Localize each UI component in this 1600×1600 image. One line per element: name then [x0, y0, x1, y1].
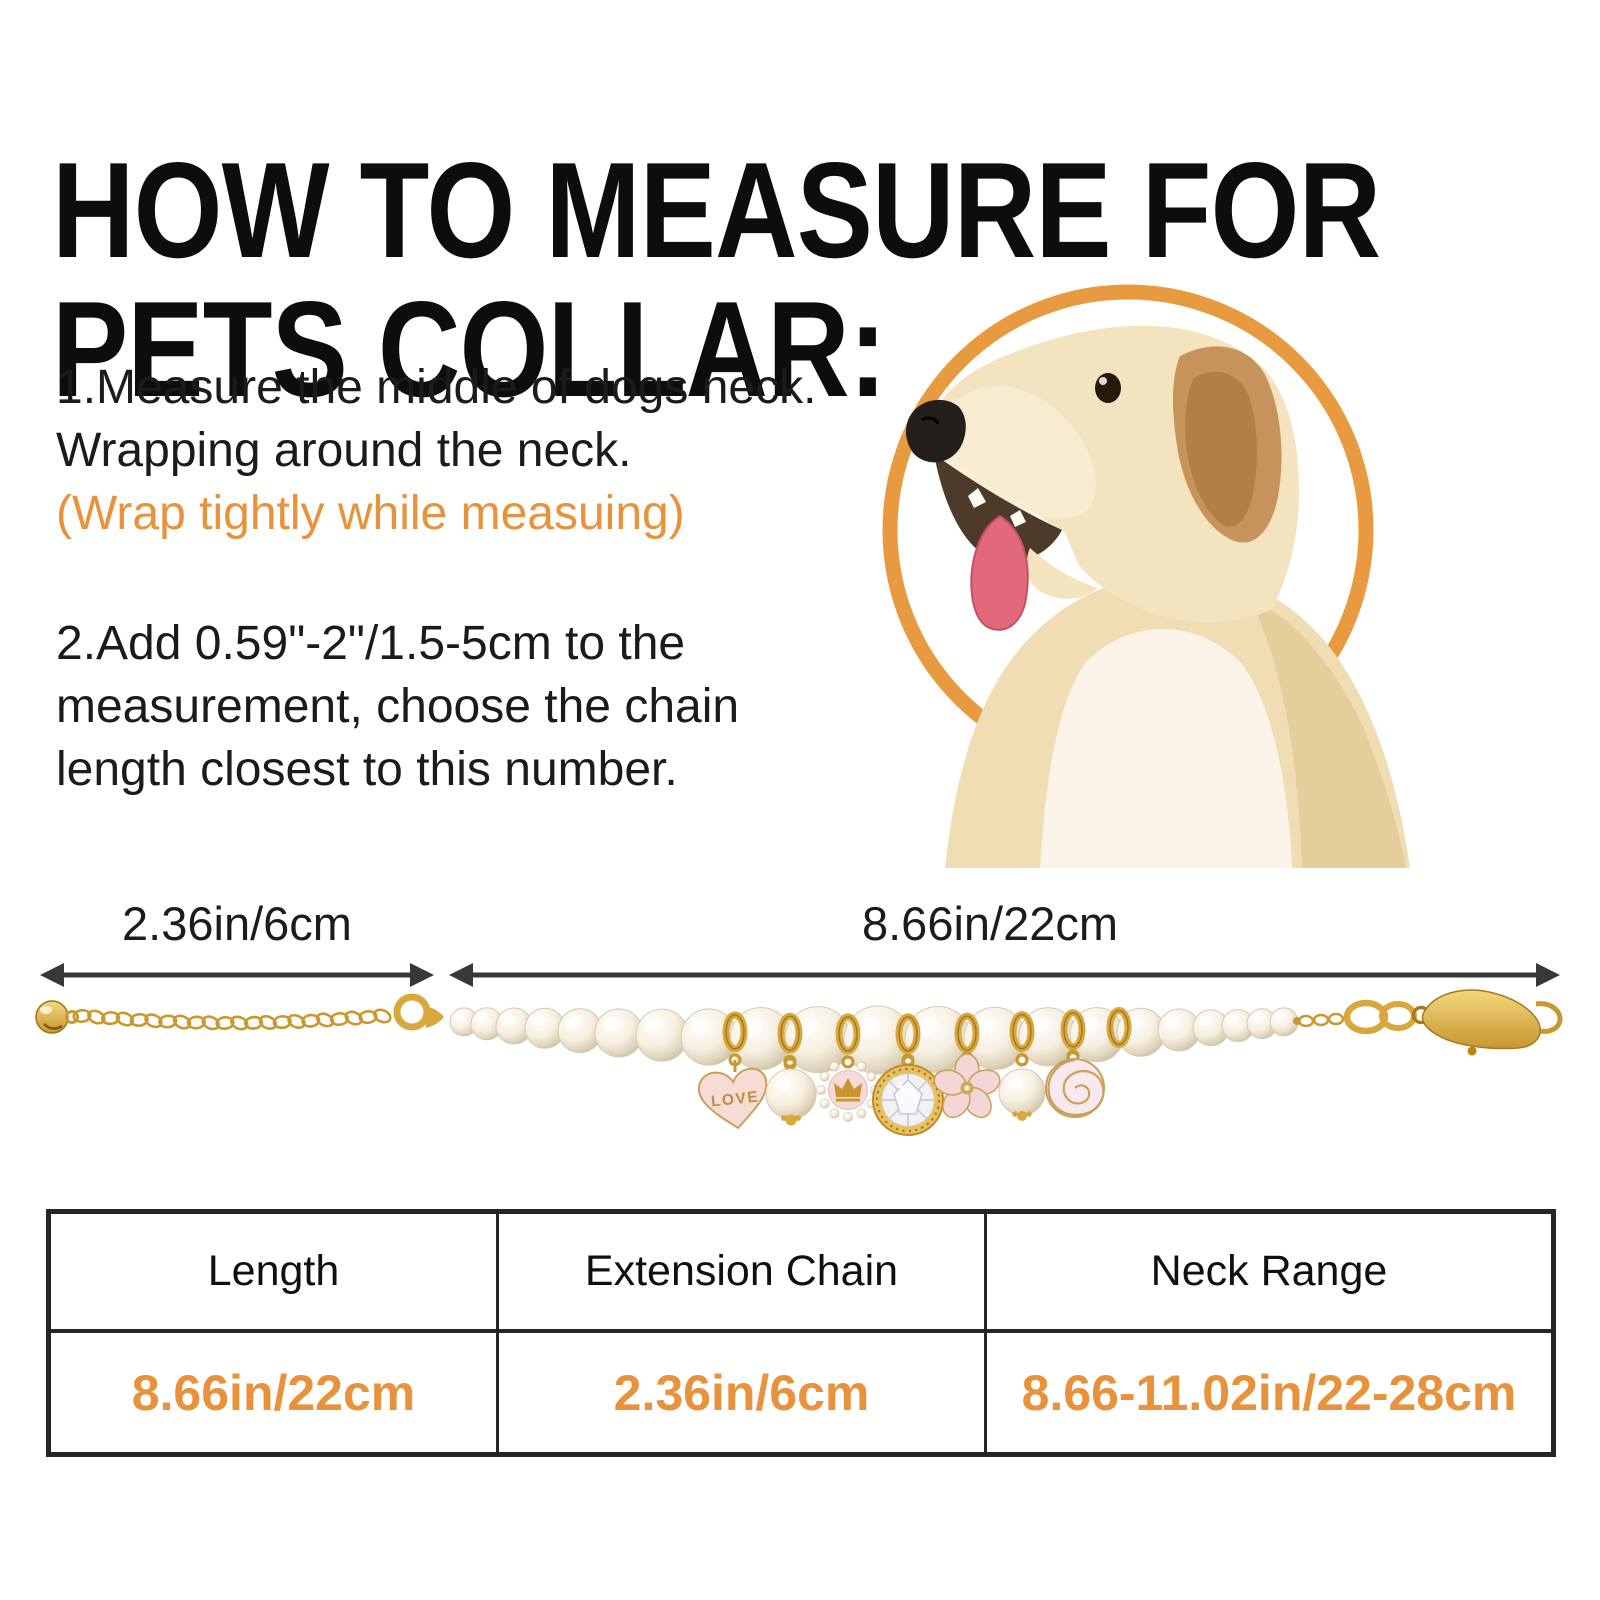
pearl-dangle-2 — [998, 1053, 1046, 1121]
table-header-neck-range: Neck Range — [987, 1214, 1551, 1333]
lobster-clasp-assembly — [1293, 989, 1563, 1056]
extension-end-ring — [393, 993, 431, 1031]
crown-medallion-charm — [828, 1055, 868, 1110]
extension-arrow — [40, 963, 434, 987]
table-header-extension-chain: Extension Chain — [499, 1214, 987, 1333]
flower-charm — [933, 1051, 1001, 1119]
step1-line-1: 1.Measure the middle of dogs neck. — [56, 361, 817, 414]
collar-diagram: LOVE — [35, 963, 1563, 1136]
pearl-strand — [72, 1005, 1299, 1075]
instruction-step-1: 1.Measure the middle of dogs neck. Wrapp… — [56, 356, 816, 545]
lobster-clasp — [1421, 989, 1541, 1050]
step1-line-2: Wrapping around the neck. — [56, 424, 632, 477]
size-table: Length Extension Chain Neck Range 8.66in… — [46, 1209, 1556, 1457]
pearl-dangle-1 — [765, 1057, 817, 1126]
table-header-length: Length — [51, 1214, 499, 1333]
rose-charm — [1045, 1049, 1105, 1118]
gold-bails — [722, 1007, 1132, 1122]
step2-line-2: measurement, choose the chain — [56, 680, 740, 733]
table-value-neck-range: 8.66-11.02in/22-28cm — [1021, 1364, 1517, 1421]
step1-note: (Wrap tightly while measuing) — [56, 487, 685, 540]
table-value-extension-chain: 2.36in/6cm — [499, 1333, 987, 1452]
dog-eye — [1095, 373, 1121, 403]
extension-length-label: 2.36in/6cm — [122, 897, 352, 950]
table-value-length: 8.66in/22cm — [51, 1333, 499, 1452]
dog-illustration — [906, 325, 1410, 868]
heart-charm-text: LOVE — [710, 1089, 760, 1111]
title-line-1: HOW TO MEASURE FOR — [52, 134, 1381, 287]
instruction-step-2: 2.Add 0.59"-2"/1.5-5cm to the measuremen… — [56, 612, 739, 801]
rhinestone-charm — [872, 1053, 944, 1136]
page-title: HOW TO MEASURE FOR PETS COLLAR: — [52, 134, 1381, 426]
title-line-2: PETS COLLAR: — [52, 273, 887, 426]
heart-charm: LOVE — [697, 1060, 768, 1130]
step2-line-3: length closest to this number. — [56, 743, 678, 796]
step2-line-1: 2.Add 0.59"-2"/1.5-5cm to the — [56, 617, 686, 670]
chain-arrow — [449, 963, 1560, 987]
chain-length-label: 8.66in/22cm — [861, 897, 1119, 950]
dog-figure — [882, 284, 1410, 868]
extension-chain-ends — [35, 993, 444, 1034]
charms: LOVE — [697, 1049, 1105, 1136]
